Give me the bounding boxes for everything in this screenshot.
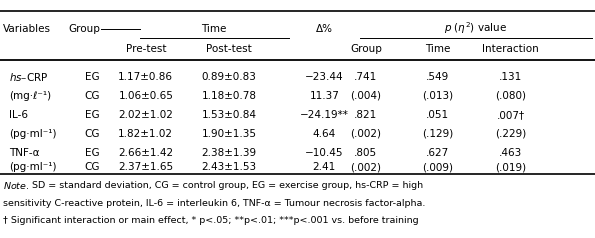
Text: Interaction: Interaction: [482, 44, 539, 54]
Text: 2.37±1.65: 2.37±1.65: [118, 162, 173, 172]
Text: (.004): (.004): [350, 91, 381, 101]
Text: Δ%: Δ%: [316, 24, 333, 34]
Text: .627: .627: [425, 148, 449, 158]
Text: .051: .051: [426, 110, 449, 120]
Text: 2.43±1.53: 2.43±1.53: [202, 162, 256, 172]
Text: .805: .805: [355, 148, 377, 158]
Text: (.080): (.080): [495, 91, 526, 101]
Text: 1.17±0.86: 1.17±0.86: [118, 72, 173, 82]
Text: −10.45: −10.45: [305, 148, 343, 158]
Text: 1.53±0.84: 1.53±0.84: [202, 110, 256, 120]
Text: (pg·ml⁻¹): (pg·ml⁻¹): [9, 129, 57, 139]
Text: sensitivity C-reactive protein, IL-6 = interleukin 6, TNF-α = Tumour necrosis fa: sensitivity C-reactive protein, IL-6 = i…: [3, 199, 425, 208]
Text: 2.38±1.39: 2.38±1.39: [202, 148, 256, 158]
Text: Group: Group: [350, 44, 382, 54]
Text: 2.66±1.42: 2.66±1.42: [118, 148, 173, 158]
Text: (mg·ℓ⁻¹): (mg·ℓ⁻¹): [9, 91, 51, 101]
Text: 1.06±0.65: 1.06±0.65: [118, 91, 173, 101]
Text: EG: EG: [85, 110, 99, 120]
Text: $\it{Note}$.: $\it{Note}$.: [3, 180, 30, 191]
Text: Group: Group: [68, 24, 101, 34]
Text: $\it{hs}$–CRP: $\it{hs}$–CRP: [9, 71, 48, 83]
Text: 2.41: 2.41: [312, 162, 336, 172]
Text: Pre-test: Pre-test: [126, 44, 166, 54]
Text: EG: EG: [85, 72, 99, 82]
Text: (.002): (.002): [350, 129, 381, 139]
Text: (.019): (.019): [495, 162, 526, 172]
Text: 2.02±1.02: 2.02±1.02: [118, 110, 173, 120]
Text: Variables: Variables: [3, 24, 51, 34]
Text: Time: Time: [425, 44, 450, 54]
Text: (.013): (.013): [422, 91, 453, 101]
Text: .821: .821: [354, 110, 378, 120]
Text: (.229): (.229): [495, 129, 526, 139]
Text: Post-test: Post-test: [206, 44, 252, 54]
Text: 1.90±1.35: 1.90±1.35: [202, 129, 256, 139]
Text: 4.64: 4.64: [312, 129, 336, 139]
Text: (.129): (.129): [422, 129, 453, 139]
Text: −23.44: −23.44: [305, 72, 343, 82]
Text: † Significant interaction or main effect, * p<.05; **p<.01; ***p<.001 vs. before: † Significant interaction or main effect…: [3, 216, 419, 225]
Text: TNF-α: TNF-α: [9, 148, 39, 158]
Text: .007†: .007†: [496, 110, 525, 120]
Text: 0.89±0.83: 0.89±0.83: [202, 72, 256, 82]
Text: −24.19**: −24.19**: [300, 110, 349, 120]
Text: $p$ ($\eta^2$) value: $p$ ($\eta^2$) value: [444, 21, 508, 36]
Text: CG: CG: [84, 91, 100, 101]
Text: 1.82±1.02: 1.82±1.02: [118, 129, 173, 139]
Text: (.002): (.002): [350, 162, 381, 172]
Text: .463: .463: [499, 148, 522, 158]
Text: 11.37: 11.37: [309, 91, 339, 101]
Text: Time: Time: [202, 24, 227, 34]
Text: CG: CG: [84, 129, 100, 139]
Text: (pg·ml⁻¹): (pg·ml⁻¹): [9, 162, 57, 172]
Text: EG: EG: [85, 148, 99, 158]
Text: IL-6: IL-6: [9, 110, 28, 120]
Text: (.009): (.009): [422, 162, 453, 172]
Text: .549: .549: [425, 72, 449, 82]
Text: .131: .131: [499, 72, 522, 82]
Text: SD = standard deviation, CG = control group, EG = exercise group, hs-CRP = high: SD = standard deviation, CG = control gr…: [29, 181, 422, 190]
Text: CG: CG: [84, 162, 100, 172]
Text: .741: .741: [354, 72, 378, 82]
Text: 1.18±0.78: 1.18±0.78: [202, 91, 256, 101]
